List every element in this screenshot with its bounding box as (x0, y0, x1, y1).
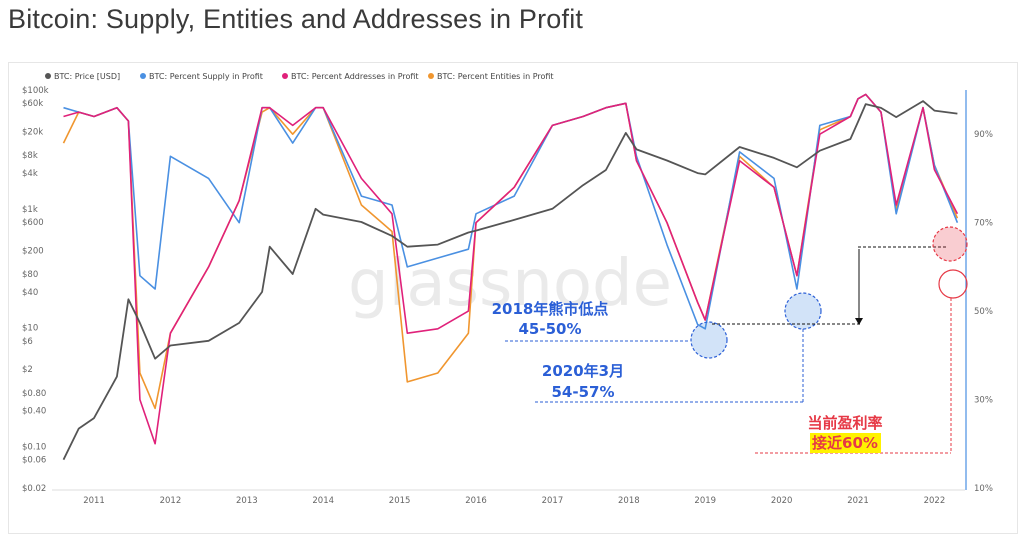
bear-2018-label: 2018年熊市低点 (492, 300, 609, 318)
y-left-tick-label: $40 (22, 288, 38, 298)
x-tick-label: 2022 (924, 496, 946, 506)
y-left-tick-label: $600 (22, 218, 44, 228)
y-left-tick-label: $0.40 (22, 407, 46, 417)
y-left-tick-label: $0.02 (22, 484, 46, 494)
y-right-tick-label: 50% (974, 307, 993, 317)
y-left-tick-label: $2 (22, 365, 33, 375)
x-tick-label: 2014 (312, 496, 334, 506)
y-right-tick-label: 30% (974, 396, 993, 406)
x-tick-label: 2012 (160, 496, 182, 506)
y-left-tick-label: $20k (22, 128, 43, 138)
bear-2018-circle (690, 321, 728, 359)
series-layer (62, 93, 959, 461)
ref-arrow-head (855, 318, 863, 325)
y-axis-left: $100k $60k $20k $8k $4k $1k $600 $200 $80 $40 $10 $… (22, 86, 49, 494)
x-tick-label: 2020 (771, 496, 793, 506)
y-left-tick-label: $1k (22, 205, 38, 215)
x-tick-label: 2015 (389, 496, 411, 506)
mar-2020-value: 54-57% (551, 383, 614, 401)
y-left-tick-label: $100k (22, 86, 49, 96)
page-title: Bitcoin: Supply, Entities and Addresses … (8, 4, 584, 34)
bear-2018-value: 45-50% (518, 320, 581, 338)
y-left-tick-label: $8k (22, 151, 38, 161)
y-left-tick-label: $60k (22, 99, 43, 109)
x-tick-label: 2013 (236, 496, 258, 506)
x-tick-label: 2016 (465, 496, 487, 506)
mar-2020-label: 2020年3月 (542, 362, 624, 380)
legend-marker (282, 73, 288, 79)
y-left-tick-label: $6 (22, 337, 33, 347)
legend-marker (140, 73, 146, 79)
y-right-tick-label: 70% (974, 219, 993, 229)
y-left-tick-label: $0.80 (22, 389, 46, 399)
y-right-tick-label: 10% (974, 484, 993, 494)
current-value: 接近60% (812, 434, 878, 452)
legend-item[interactable]: BTC: Percent Addresses in Profit (291, 72, 419, 81)
current-target-circle (938, 269, 968, 299)
price-line (62, 100, 958, 461)
y-left-tick-label: $10 (22, 324, 38, 334)
mar-2020-circle (784, 292, 822, 330)
chart-card (8, 62, 1018, 534)
current-label: 当前盈利率 (807, 414, 882, 432)
addresses-in-profit-line (63, 93, 959, 445)
legend-item[interactable]: BTC: Percent Supply in Profit (149, 72, 263, 81)
legend-item[interactable]: BTC: Price [USD] (54, 72, 120, 81)
y-right-tick-label: 90% (974, 130, 993, 140)
current-value-highlight (810, 433, 881, 453)
current-circle (932, 226, 968, 262)
legend[interactable]: BTC: Price [USD] BTC: Percent Supply in P… (45, 72, 554, 81)
legend-item[interactable]: BTC: Percent Entities in Profit (437, 72, 554, 81)
y-left-tick-label: $0.10 (22, 442, 46, 452)
x-tick-label: 2019 (694, 496, 716, 506)
legend-marker (428, 73, 434, 79)
watermark: glassnode (348, 247, 672, 321)
y-left-tick-label: $200 (22, 246, 44, 256)
y-left-tick-label: $80 (22, 270, 38, 280)
x-tick-label: 2017 (542, 496, 564, 506)
legend-marker (45, 73, 51, 79)
x-tick-label: 2021 (847, 496, 869, 506)
y-axis-right: 90% 70% 50% 30% 10% (965, 90, 993, 494)
y-left-tick-label: $0.06 (22, 456, 46, 466)
x-axis: 2011 2012 2013 2014 2015 2016 2017 2018 2019 2020… (52, 489, 965, 506)
x-tick-label: 2018 (618, 496, 640, 506)
y-left-tick-label: $4k (22, 169, 38, 179)
x-tick-label: 2011 (83, 496, 105, 506)
